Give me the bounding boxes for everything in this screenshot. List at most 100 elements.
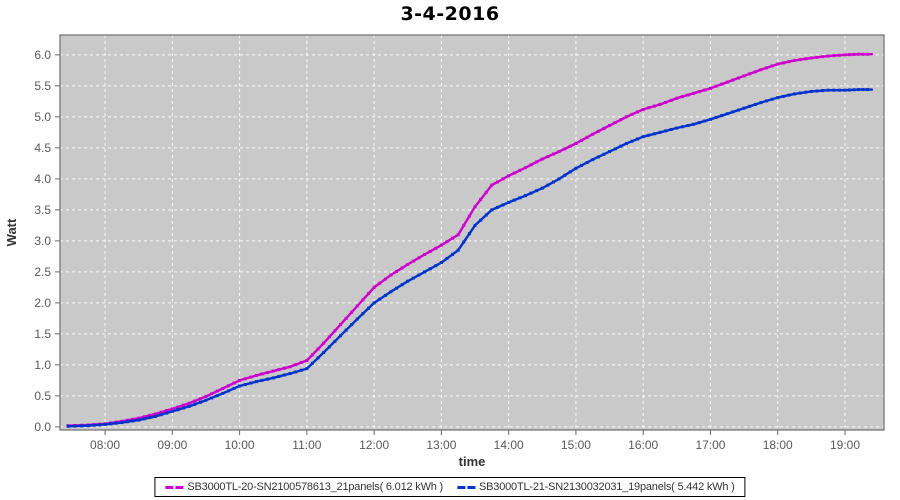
series-marker [372, 285, 376, 289]
series-marker [861, 88, 865, 92]
series-marker [613, 121, 617, 125]
series-marker [193, 402, 197, 406]
series-marker [355, 304, 359, 308]
series-marker [372, 301, 376, 305]
series-marker [473, 205, 477, 209]
series-marker [165, 409, 169, 413]
series-marker [563, 173, 567, 177]
series-marker [215, 389, 219, 393]
series-marker [865, 88, 869, 92]
series-marker [367, 292, 371, 296]
series-marker [490, 183, 494, 187]
series-marker [613, 147, 617, 151]
series-marker [669, 98, 673, 102]
series-marker [708, 117, 712, 121]
series-marker [591, 158, 595, 162]
series-marker [501, 177, 505, 181]
series-marker [540, 157, 544, 161]
series-marker [523, 194, 527, 198]
series-marker [624, 115, 628, 119]
y-tick-label: 5.5 [34, 79, 51, 93]
series-marker [383, 277, 387, 281]
series-marker [131, 419, 135, 423]
series-marker [159, 410, 163, 414]
series-marker [731, 78, 735, 82]
series-marker [254, 380, 258, 384]
series-marker [462, 223, 466, 227]
series-marker [720, 82, 724, 86]
series-marker [580, 163, 584, 167]
series-marker [815, 89, 819, 93]
series-marker [652, 132, 656, 136]
series-marker [383, 293, 387, 297]
series-marker [142, 415, 146, 419]
series-marker [748, 72, 752, 76]
series-marker [843, 88, 847, 92]
series-marker [675, 96, 679, 100]
series-marker [182, 406, 186, 410]
series-marker [266, 371, 270, 375]
series-marker [658, 130, 662, 134]
x-tick-label: 13:00 [426, 438, 456, 452]
y-tick-label: 3.0 [34, 234, 51, 248]
series-marker [703, 88, 707, 92]
series-marker [400, 283, 404, 287]
legend-label: SB3000TL-21-SN2130032031_19panels( 5.442… [479, 481, 735, 493]
y-tick-label: 5.0 [34, 110, 51, 124]
series-marker [636, 137, 640, 141]
series-marker [103, 422, 107, 426]
x-tick-label: 18:00 [763, 438, 793, 452]
series-marker [608, 124, 612, 128]
series-marker [647, 133, 651, 137]
series-marker [159, 413, 163, 417]
series-marker [165, 411, 169, 415]
series-marker [479, 198, 483, 202]
series-marker [428, 249, 432, 253]
series-marker [535, 189, 539, 193]
series-marker [327, 335, 331, 339]
series-marker [249, 375, 253, 379]
series-marker [759, 68, 763, 72]
series-marker [125, 420, 129, 424]
series-marker [602, 126, 606, 130]
series-marker [277, 368, 281, 372]
series-marker [389, 290, 393, 294]
series-marker [675, 126, 679, 130]
series-marker [299, 368, 303, 372]
series-marker [411, 259, 415, 263]
series-marker [456, 248, 460, 252]
y-tick-label: 2.5 [34, 265, 51, 279]
series-marker [748, 104, 752, 108]
series-marker [395, 269, 399, 273]
series-marker [664, 100, 668, 104]
series-marker [204, 395, 208, 399]
series-marker [563, 147, 567, 151]
series-marker [809, 89, 813, 93]
x-tick-label: 12:00 [359, 438, 389, 452]
series-marker [861, 52, 865, 56]
series-marker [395, 286, 399, 290]
series-marker [798, 58, 802, 62]
series-marker [641, 107, 645, 111]
series-marker [361, 298, 365, 302]
series-marker [546, 155, 550, 159]
series-marker [294, 363, 298, 367]
series-marker [837, 53, 841, 57]
series-marker [535, 160, 539, 164]
series-marker [80, 424, 84, 428]
series-marker [305, 367, 309, 371]
series-marker [826, 54, 830, 58]
series-marker [120, 421, 124, 425]
series-marker [310, 353, 314, 357]
x-tick-label: 17:00 [695, 438, 725, 452]
series-marker [843, 53, 847, 57]
series-marker [114, 421, 118, 425]
series-marker [787, 60, 791, 64]
series-marker [736, 108, 740, 112]
series-marker [260, 372, 264, 376]
series-marker [249, 381, 253, 385]
y-tick-label: 1.0 [34, 358, 51, 372]
series-marker [798, 91, 802, 95]
series-marker [856, 52, 860, 56]
series-marker [322, 341, 326, 345]
